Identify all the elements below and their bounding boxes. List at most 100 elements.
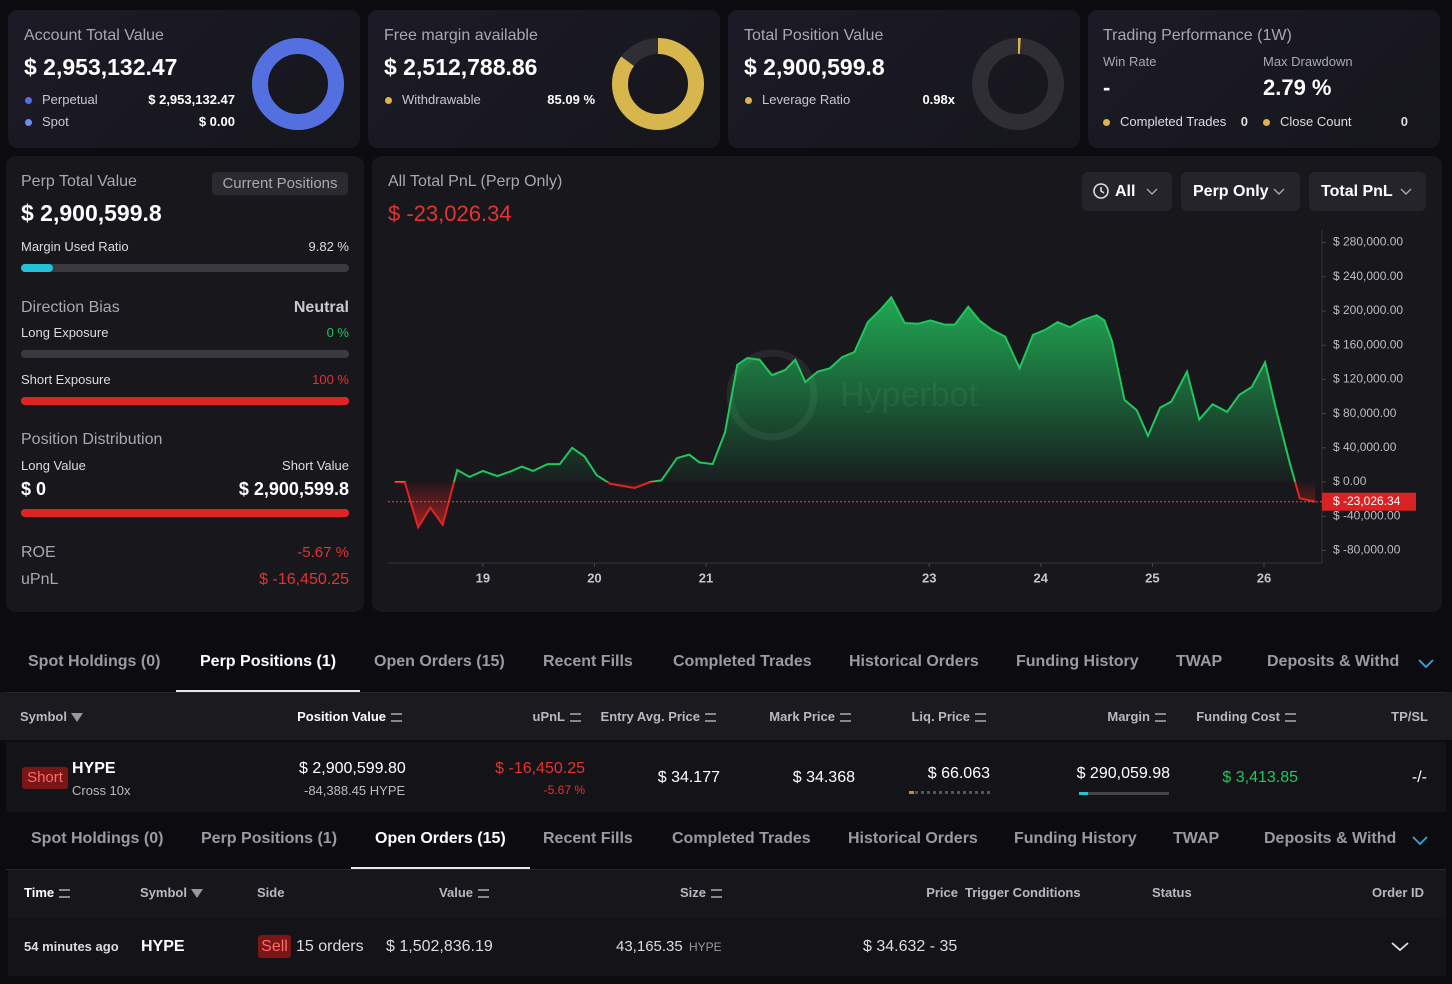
tab[interactable]: Historical Orders [849,653,979,670]
side-badge: Short [22,767,68,789]
filter-icon[interactable] [190,889,203,899]
column-header[interactable]: Mark Price [769,710,851,723]
header-label: Margin [1107,709,1150,724]
tab-underline [176,690,361,692]
legend-dot [385,97,392,104]
y-tick-label: $ 200,000.00 [1333,303,1403,317]
panel-title: Perp Total Value [21,173,137,190]
progress-fill [21,397,349,405]
perp-panel [6,156,364,612]
metric-button[interactable]: Total PnL [1309,172,1426,211]
tab[interactable]: Funding History [1016,653,1139,670]
upnl-percent: -5.67 % [543,783,585,797]
tab[interactable]: Completed Trades [672,830,811,847]
tab[interactable]: TWAP [1176,653,1223,670]
header-label: Mark Price [769,709,835,724]
column-header[interactable]: Entry Avg. Price [601,710,716,723]
filter-button[interactable]: Perp Only [1181,172,1300,211]
stat-label: Win Rate [1103,54,1157,69]
stat-value: - [1103,75,1111,100]
column-header[interactable]: Liq. Price [911,710,986,723]
tab[interactable]: Perp Positions (1) [201,830,338,847]
long-value: $ 0 [21,479,47,499]
order-symbol: HYPE [141,938,185,955]
stat-value: 2.79 % [1263,75,1332,100]
margin: $ 290,059.98 [1076,765,1170,782]
tab[interactable]: Historical Orders [848,830,978,847]
line-positive [394,295,1297,483]
progress-fill [21,264,54,272]
tab-underline [351,867,530,869]
last-value-box [1322,492,1416,511]
range-button[interactable]: All [1082,172,1172,211]
legend-label: Perpetual [42,92,98,107]
column-header[interactable]: Margin [1107,710,1166,723]
tab[interactable]: Spot Holdings (0) [28,653,161,670]
y-tick-label: $ 40,000.00 [1333,440,1397,454]
value: 0 % [326,325,349,340]
tabs-divider [6,692,1446,693]
column-header: Price [926,885,958,900]
current-positions-button[interactable]: Current Positions [212,172,348,195]
distribution-fill [21,509,349,517]
tab[interactable]: Recent Fills [543,830,633,847]
section-title: Position Distribution [21,431,163,448]
value: 9.82 % [308,239,349,254]
margin-gauge [1079,792,1169,795]
y-tick-label: $ 160,000.00 [1333,337,1403,351]
column-header: TP/SL [1391,709,1428,724]
filter-icon[interactable] [70,713,83,723]
donut-segment [252,38,344,130]
card-title: Account Total Value [24,27,164,44]
order-count: 15 orders [296,938,364,955]
tab[interactable]: Recent Fills [543,653,633,670]
label: Margin Used Ratio [21,239,129,254]
button-label: Total PnL [1321,183,1393,200]
column-header: Symbol [140,886,203,899]
column-header[interactable]: Funding Cost [1196,710,1296,723]
column-header: Symbol [20,710,83,723]
stat-label: Max Drawdown [1263,54,1353,69]
order-time: 54 minutes ago [24,939,119,954]
tab[interactable]: Funding History [1014,830,1137,847]
legend-label: Leverage Ratio [762,92,851,107]
margin-mode: Cross 10x [72,783,131,798]
donut-track [972,38,1064,130]
tab[interactable]: Open Orders (15) [375,830,506,847]
tab[interactable]: Deposits & Withdra [1267,654,1400,670]
column-header[interactable]: Time [24,886,71,899]
upnl: $ -16,450.25 [495,760,585,777]
liq-gauge-fill [909,791,914,794]
card-value: $ 2,512,788.86 [384,54,538,80]
header-label: Size [679,885,706,900]
progress-track [21,350,349,358]
button-label: Perp Only [1193,183,1269,200]
order-size: 43,165.35 [616,938,683,955]
legend-dot [1103,119,1110,126]
column-header[interactable]: Position Value [297,710,402,723]
column-header: Side [257,885,285,900]
tabs-chevron[interactable] [1412,836,1428,846]
x-tick-label: 21 [699,570,713,585]
tab[interactable]: Deposits & Withdra [1264,831,1397,847]
donut-segment [612,38,704,130]
tab[interactable]: Open Orders (15) [374,653,505,670]
tab[interactable]: Spot Holdings (0) [31,830,164,847]
column-header[interactable]: uPnL [533,710,581,723]
card-title: Total Position Value [744,27,884,44]
label: Long Exposure [21,325,109,340]
tab[interactable]: Completed Trades [673,653,812,670]
tab[interactable]: TWAP [1173,830,1220,847]
column-header[interactable]: Value [439,886,489,899]
expand-chevron[interactable] [1391,942,1409,952]
header-label: Entry Avg. Price [600,709,700,724]
card-title: Free margin available [384,27,538,44]
y-tick-label: $ 120,000.00 [1333,372,1403,386]
column-header: Status [1152,885,1192,900]
column-header[interactable]: Size [680,886,722,899]
tabs-chevron[interactable] [1418,659,1434,669]
tab[interactable]: Perp Positions (1) [200,653,337,670]
symbol: HYPE [72,760,116,777]
